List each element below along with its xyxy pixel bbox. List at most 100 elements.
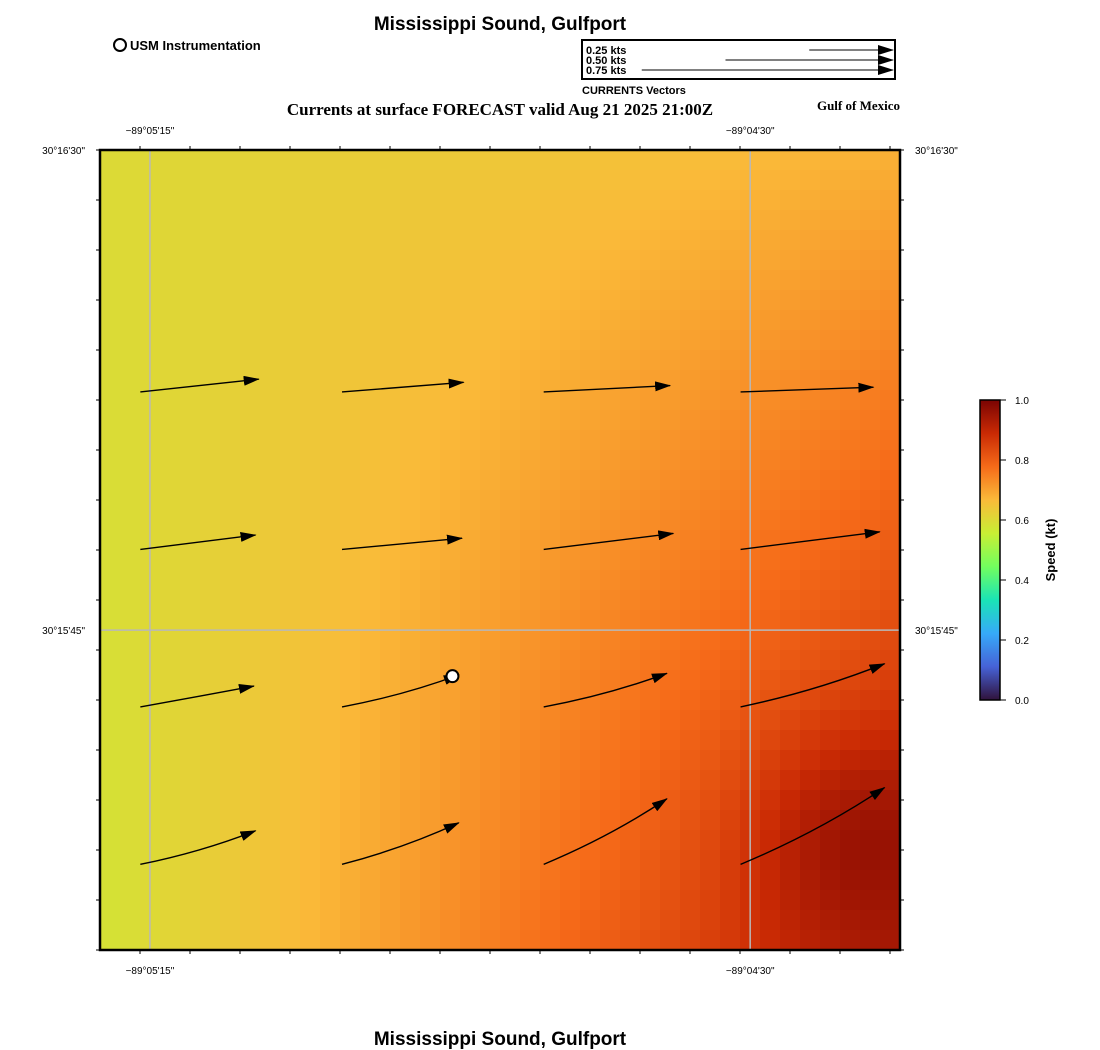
speed-cell: [240, 850, 261, 871]
speed-cell: [660, 810, 681, 831]
speed-cell: [160, 330, 181, 351]
speed-cell: [420, 430, 441, 451]
speed-cell: [340, 330, 361, 351]
speed-cell: [380, 750, 401, 771]
speed-cell: [260, 930, 281, 951]
speed-cell: [340, 150, 361, 171]
speed-cell: [840, 190, 861, 211]
speed-cell: [420, 770, 441, 791]
speed-cell: [860, 630, 881, 651]
latitude-label: 30°15'45": [42, 626, 85, 637]
speed-cell: [340, 670, 361, 691]
speed-cell: [340, 590, 361, 611]
speed-cell: [700, 270, 721, 291]
speed-cell: [420, 810, 441, 831]
speed-cell: [880, 930, 901, 951]
speed-cell: [760, 230, 781, 251]
speed-cell: [160, 350, 181, 371]
speed-cell: [780, 790, 801, 811]
speed-cell: [640, 630, 661, 651]
speed-cell: [240, 230, 261, 251]
speed-cell: [400, 370, 421, 391]
speed-cell: [800, 590, 821, 611]
longitude-label: −89°05'15": [126, 126, 175, 137]
speed-cell: [100, 470, 121, 491]
speed-cell: [680, 630, 701, 651]
speed-cell: [620, 870, 641, 891]
speed-cell: [320, 190, 341, 211]
speed-cell: [340, 450, 361, 471]
speed-cell: [620, 690, 641, 711]
speed-cell: [720, 410, 741, 431]
speed-cell: [120, 330, 141, 351]
speed-cell: [540, 470, 561, 491]
speed-cell: [540, 850, 561, 871]
speed-cell: [700, 570, 721, 591]
speed-cell: [500, 230, 521, 251]
speed-cell: [600, 690, 621, 711]
speed-cell: [100, 550, 121, 571]
speed-cell: [160, 370, 181, 391]
speed-cell: [640, 870, 661, 891]
speed-cell: [480, 830, 501, 851]
speed-cell: [500, 450, 521, 471]
speed-cell: [240, 550, 261, 571]
speed-cell: [800, 270, 821, 291]
speed-cell: [880, 810, 901, 831]
speed-cell: [700, 210, 721, 231]
speed-cell: [100, 530, 121, 551]
speed-cell: [580, 290, 601, 311]
speed-cell: [240, 890, 261, 911]
speed-cell: [720, 710, 741, 731]
speed-cell: [380, 730, 401, 751]
speed-cell: [440, 850, 461, 871]
speed-cell: [220, 850, 241, 871]
speed-cell: [180, 810, 201, 831]
speed-cell: [520, 290, 541, 311]
speed-cell: [460, 190, 481, 211]
speed-cell: [800, 250, 821, 271]
speed-cell: [640, 410, 661, 431]
speed-cell: [360, 870, 381, 891]
speed-cell: [380, 350, 401, 371]
speed-cell: [580, 310, 601, 331]
speed-cell: [640, 510, 661, 531]
speed-cell: [780, 570, 801, 591]
speed-cell: [840, 910, 861, 931]
speed-cell: [700, 730, 721, 751]
speed-cell: [420, 370, 441, 391]
speed-cell: [500, 550, 521, 571]
speed-cell: [860, 930, 881, 951]
speed-cell: [820, 610, 841, 631]
speed-cell: [440, 410, 461, 431]
speed-cell: [660, 290, 681, 311]
speed-cell: [540, 790, 561, 811]
speed-cell: [600, 730, 621, 751]
speed-cell: [460, 490, 481, 511]
speed-cell: [660, 770, 681, 791]
speed-cell: [500, 870, 521, 891]
speed-cell: [780, 550, 801, 571]
speed-cell: [440, 890, 461, 911]
speed-cell: [720, 730, 741, 751]
speed-cell: [280, 710, 301, 731]
speed-cell: [500, 670, 521, 691]
speed-cell: [760, 550, 781, 571]
speed-cell: [720, 910, 741, 931]
speed-cell: [220, 750, 241, 771]
speed-cell: [860, 290, 881, 311]
speed-cell: [820, 570, 841, 591]
speed-cell: [380, 410, 401, 431]
speed-cell: [820, 930, 841, 951]
speed-cell: [600, 370, 621, 391]
speed-cell: [480, 550, 501, 571]
speed-cell: [820, 710, 841, 731]
speed-cell: [720, 750, 741, 771]
speed-cell: [720, 230, 741, 251]
speed-cell: [320, 690, 341, 711]
speed-cell: [240, 450, 261, 471]
speed-cell: [800, 450, 821, 471]
speed-cell: [700, 510, 721, 531]
speed-cell: [480, 730, 501, 751]
speed-cell: [540, 410, 561, 431]
